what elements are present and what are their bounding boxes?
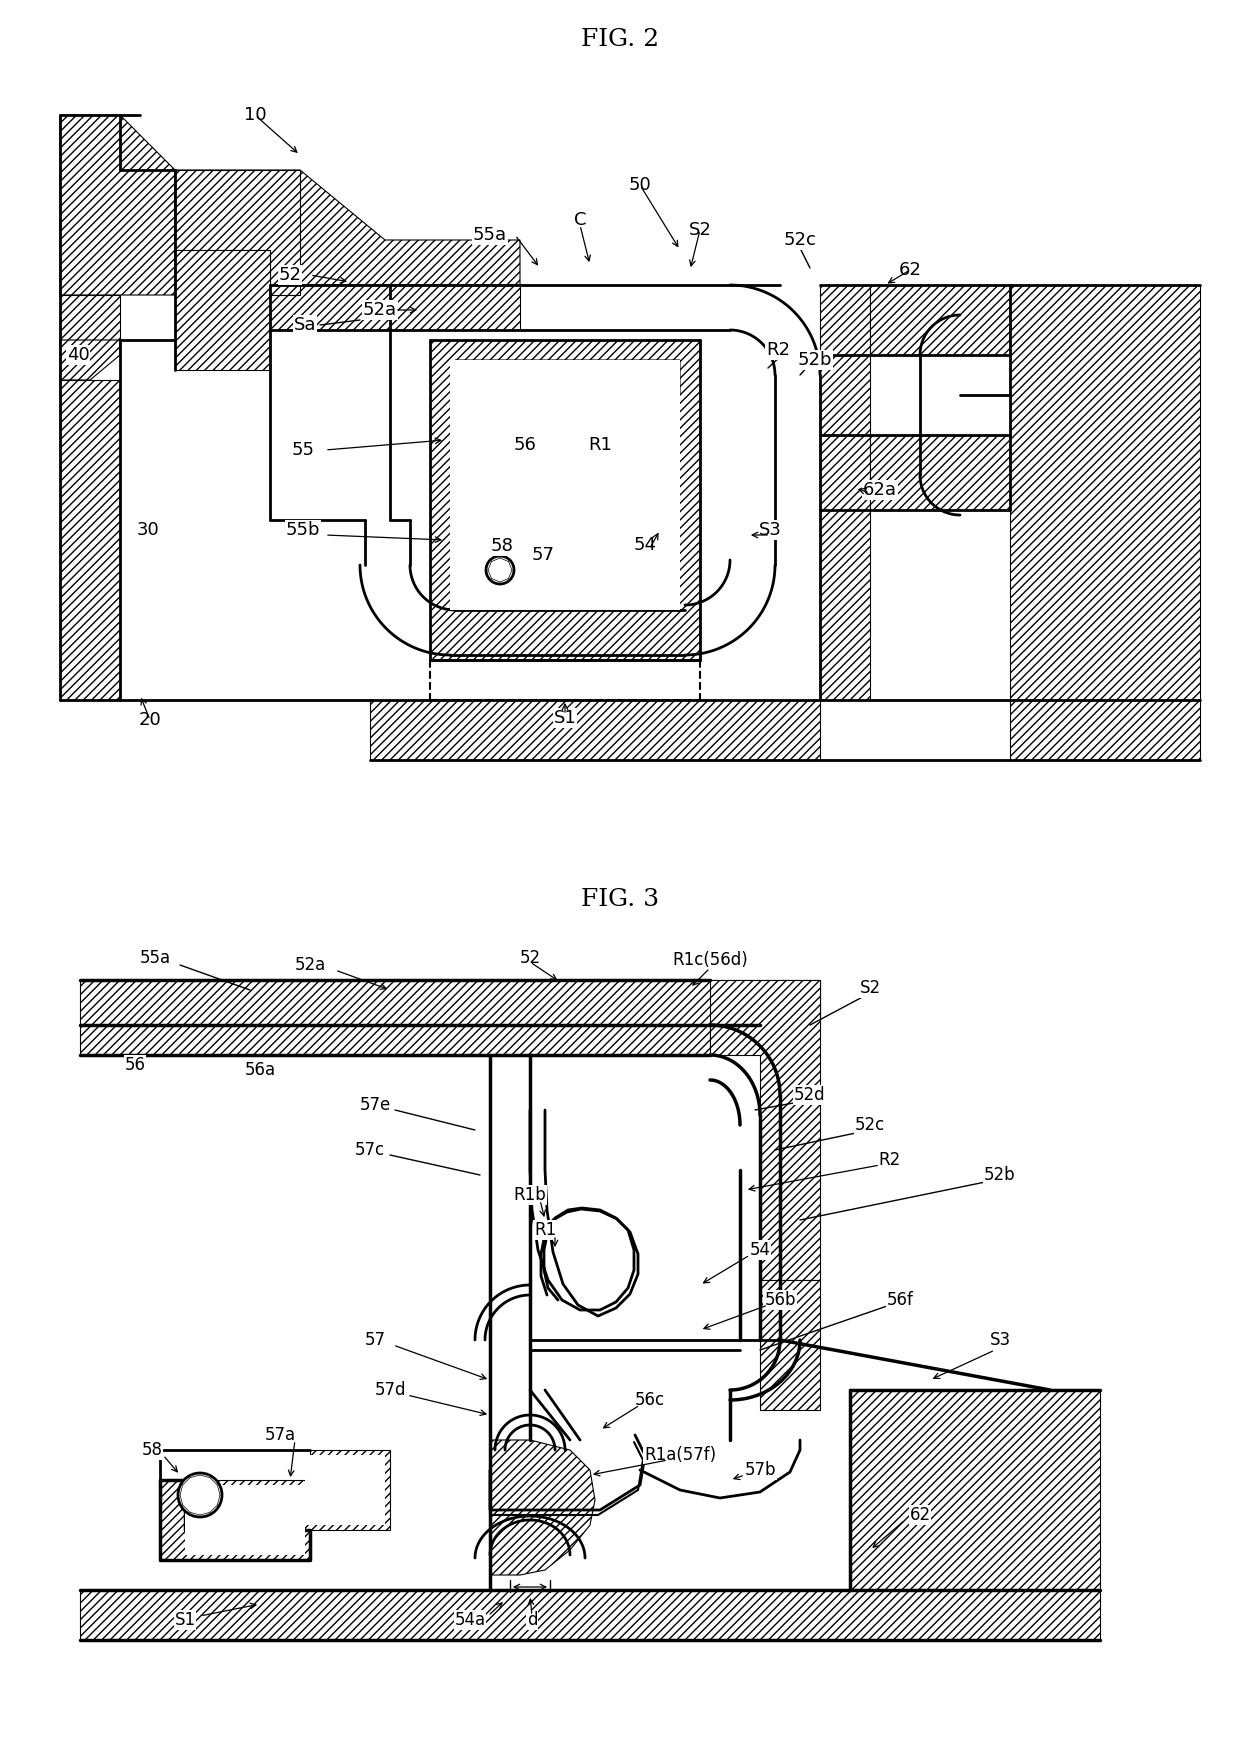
Text: 56: 56	[124, 1056, 145, 1074]
Text: R1b: R1b	[513, 1186, 547, 1204]
Polygon shape	[430, 340, 701, 661]
Text: 52c: 52c	[854, 1116, 885, 1134]
Polygon shape	[175, 286, 520, 329]
Text: S2: S2	[859, 979, 880, 997]
Circle shape	[486, 555, 515, 583]
Polygon shape	[455, 359, 680, 610]
Text: FIG. 2: FIG. 2	[580, 28, 660, 51]
Text: R2: R2	[766, 342, 790, 359]
Text: R1a(57f): R1a(57f)	[644, 1445, 715, 1465]
Text: 58: 58	[141, 1440, 162, 1459]
Polygon shape	[60, 380, 120, 701]
Text: 55: 55	[291, 442, 315, 459]
Text: S3: S3	[990, 1332, 1011, 1349]
Text: 52: 52	[520, 950, 541, 967]
Text: 54: 54	[634, 536, 656, 554]
Polygon shape	[81, 1591, 1100, 1640]
Polygon shape	[820, 286, 870, 701]
Polygon shape	[175, 170, 520, 286]
Text: 52: 52	[279, 266, 301, 284]
Circle shape	[179, 1473, 222, 1517]
Text: 55b: 55b	[285, 520, 320, 540]
Polygon shape	[870, 434, 1011, 510]
Polygon shape	[60, 294, 120, 340]
Text: 62: 62	[909, 1507, 930, 1524]
Text: 55a: 55a	[472, 226, 507, 244]
Text: 52b: 52b	[985, 1167, 1016, 1184]
Text: 30: 30	[136, 520, 160, 540]
Polygon shape	[60, 116, 175, 294]
Text: 56: 56	[513, 436, 537, 454]
Polygon shape	[185, 1454, 384, 1556]
Polygon shape	[60, 340, 120, 380]
Text: 52c: 52c	[784, 231, 816, 249]
Text: 50: 50	[629, 175, 651, 194]
Text: S1: S1	[175, 1612, 196, 1629]
Polygon shape	[711, 979, 820, 1281]
Text: 57a: 57a	[264, 1426, 295, 1444]
Text: S3: S3	[759, 520, 781, 540]
Text: 20: 20	[139, 711, 161, 729]
Polygon shape	[370, 701, 820, 760]
Text: 52a: 52a	[294, 957, 326, 974]
Text: 52d: 52d	[794, 1086, 826, 1104]
Polygon shape	[870, 286, 1011, 356]
Text: S1: S1	[553, 710, 577, 727]
Text: FIG. 3: FIG. 3	[580, 888, 660, 911]
Text: 57d: 57d	[374, 1381, 405, 1400]
Text: R1: R1	[534, 1221, 556, 1239]
Text: 57e: 57e	[360, 1097, 391, 1114]
Text: 56f: 56f	[887, 1291, 914, 1309]
Text: 62: 62	[899, 261, 921, 279]
Text: d: d	[527, 1612, 537, 1629]
Text: 57b: 57b	[744, 1461, 776, 1479]
Text: 57: 57	[365, 1332, 386, 1349]
Text: 40: 40	[67, 345, 89, 364]
Text: 55a: 55a	[139, 950, 171, 967]
Polygon shape	[160, 1451, 391, 1559]
Polygon shape	[490, 1440, 595, 1575]
Text: 10: 10	[244, 107, 267, 124]
Text: 54a: 54a	[454, 1612, 486, 1629]
Polygon shape	[475, 394, 670, 604]
Polygon shape	[81, 979, 820, 1025]
Polygon shape	[849, 1389, 1100, 1591]
Text: 56b: 56b	[764, 1291, 796, 1309]
Text: R1c(56d): R1c(56d)	[672, 951, 748, 969]
Text: 62a: 62a	[863, 482, 897, 499]
Text: R1: R1	[588, 436, 611, 454]
Text: 52b: 52b	[797, 350, 832, 370]
Polygon shape	[175, 170, 300, 294]
Text: 58: 58	[491, 538, 513, 555]
Text: 54: 54	[749, 1240, 770, 1260]
Text: 56a: 56a	[244, 1062, 275, 1079]
Polygon shape	[175, 251, 270, 370]
Text: R2: R2	[879, 1151, 901, 1169]
Text: 57c: 57c	[355, 1141, 386, 1160]
Polygon shape	[1011, 286, 1200, 760]
Text: S2: S2	[688, 221, 712, 238]
Text: 52a: 52a	[363, 301, 397, 319]
Text: C: C	[574, 210, 587, 230]
Polygon shape	[760, 1281, 820, 1410]
Text: 57: 57	[532, 547, 554, 564]
Polygon shape	[81, 1025, 711, 1055]
Text: 56c: 56c	[635, 1391, 665, 1409]
Polygon shape	[450, 359, 680, 610]
Text: Sa: Sa	[294, 315, 316, 335]
